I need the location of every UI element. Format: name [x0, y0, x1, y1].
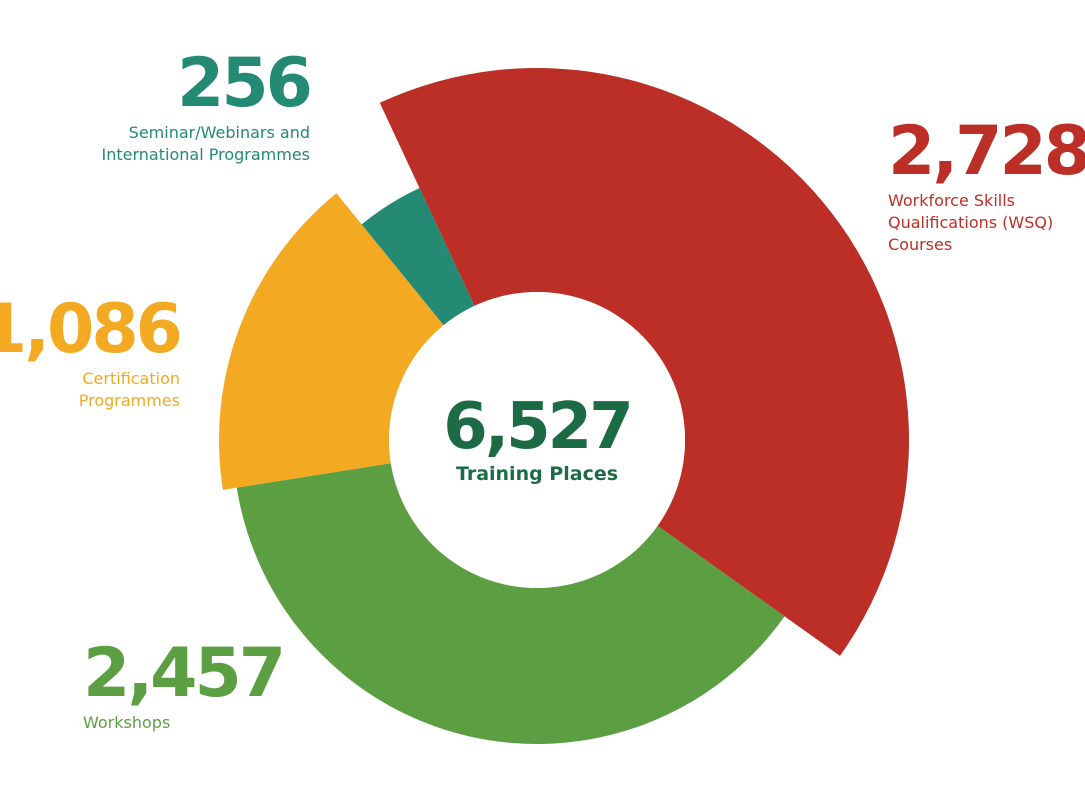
desc-certification-line1: Certification: [82, 369, 180, 388]
label-workshops: 2,457 Workshops: [83, 634, 286, 734]
segment-seminar: [361, 188, 475, 326]
donut-hole: [389, 292, 685, 588]
total-value: 6,527: [443, 390, 633, 464]
desc-wsq-line2: Qualifications (WSQ): [888, 213, 1054, 232]
desc-workshops-line1: Workshops: [83, 713, 171, 732]
label-seminar: 256 Seminar/Webinars and International P…: [102, 44, 313, 166]
value-seminar: 256: [177, 44, 313, 123]
value-certification: 1,086: [0, 290, 183, 369]
desc-seminar: Seminar/Webinars and International Progr…: [102, 122, 310, 166]
desc-workshops: Workshops: [83, 712, 283, 734]
desc-wsq: Workforce Skills Qualifications (WSQ) Co…: [888, 190, 1085, 256]
value-wsq: 2,728: [888, 112, 1085, 191]
desc-seminar-line1: Seminar/Webinars and: [128, 123, 310, 142]
segment-certification: [219, 193, 444, 490]
desc-certification: Certification Programmes: [0, 368, 180, 412]
label-wsq: 2,728 Workforce Skills Qualifications (W…: [888, 118, 1085, 256]
desc-seminar-line2: International Programmes: [101, 145, 310, 164]
desc-wsq-line1: Workforce Skills: [888, 191, 1015, 210]
value-workshops: 2,457: [83, 634, 286, 713]
segment-workshops: [236, 463, 785, 745]
desc-wsq-line3: Courses: [888, 235, 953, 254]
center-total: 6,527 Training Places: [443, 390, 633, 485]
total-label: Training Places: [455, 463, 619, 485]
desc-certification-line2: Programmes: [78, 391, 180, 410]
label-certification: 1,086 Certification Programmes: [0, 290, 183, 412]
segment-wsq: [379, 68, 909, 656]
